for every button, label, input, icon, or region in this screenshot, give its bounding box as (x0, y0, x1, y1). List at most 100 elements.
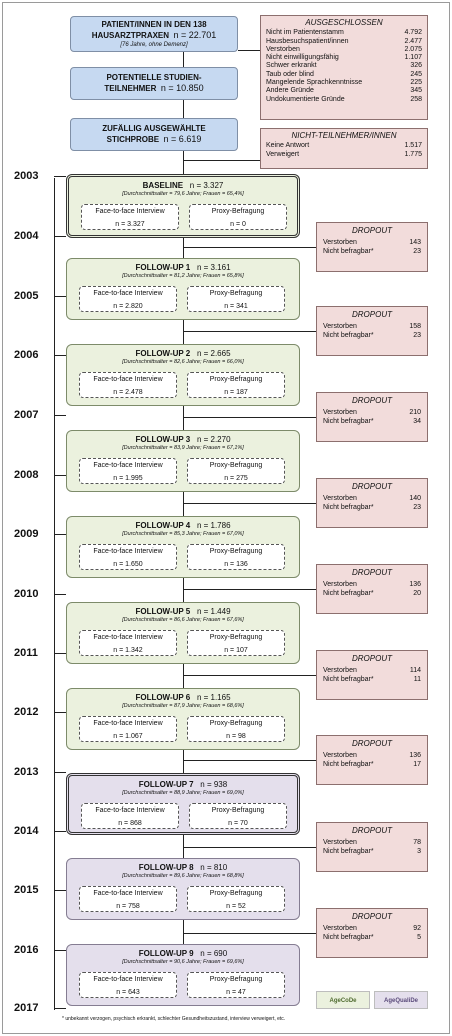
dropout-title: DROPOUT (352, 654, 392, 663)
patients-line2: HAUSARZTPRAXEN (91, 31, 170, 40)
face-label: Face-to-face Interview (93, 720, 163, 727)
dropout-connector (184, 847, 316, 848)
wave-title: FOLLOW-UP 7 n = 938 (69, 780, 297, 789)
year-label: 2003 (14, 170, 39, 182)
deceased-label: Verstorben (323, 667, 357, 674)
face-label: Face-to-face Interview (93, 634, 163, 641)
face-n: n = 3.327 (115, 221, 145, 228)
row-value: 245 (410, 70, 422, 78)
wave-box: FOLLOW-UP 7 n = 938 [Durchschnittsalter =… (66, 773, 300, 835)
year-tick (54, 176, 66, 177)
not-interviewable-value: 23 (413, 248, 421, 255)
not-interviewable-row: Nicht befragbar* 11 (323, 675, 421, 684)
deceased-row: Verstorben 210 (323, 408, 421, 417)
wave-box: FOLLOW-UP 2 n = 2.665 [Durchschnittsalter… (66, 344, 300, 406)
dropout-box: DROPOUT Verstorben 136 Nicht befragbar* 17 (316, 735, 428, 785)
wave-name: FOLLOW-UP 2 (135, 349, 191, 358)
patients-n: n = 22.701 (173, 30, 217, 40)
proxy-n: n = 0 (230, 221, 246, 228)
not-interviewable-row: Nicht befragbar* 3 (323, 847, 421, 856)
year-tick (54, 236, 66, 237)
potential-n: n = 10.850 (160, 83, 204, 93)
proxy-box: Proxy-Befragung n = 275 (187, 458, 285, 484)
face-label: Face-to-face Interview (93, 976, 163, 983)
face-to-face-box: Face-to-face Interview n = 1.342 (79, 630, 177, 656)
proxy-label: Proxy-Befragung (209, 634, 263, 641)
row-label: Andere Gründe (266, 87, 314, 95)
random-sample-box: ZUFÄLLIG AUSGEWÄHLTE STICHPROBE n = 6.61… (70, 118, 238, 151)
deceased-value: 92 (413, 925, 421, 932)
list-item: Verweigert 1.775 (266, 151, 422, 159)
face-to-face-box: Face-to-face Interview n = 1.650 (79, 544, 177, 570)
face-n: n = 2.478 (113, 389, 143, 396)
row-value: 258 (410, 95, 422, 103)
proxy-label: Proxy-Befragung (209, 548, 263, 555)
deceased-row: Verstorben 136 (323, 751, 421, 760)
face-label: Face-to-face Interview (93, 290, 163, 297)
list-item: Nicht einwilligungsfähig 1.107 (266, 54, 422, 62)
face-label: Face-to-face Interview (95, 807, 165, 814)
dropout-box: DROPOUT Verstorben 210 Nicht befragbar* 34 (316, 392, 428, 442)
wave-subtitle: [Durchschnittsalter = 81,2 Jahre; Frauen… (122, 273, 244, 279)
year-tick (54, 355, 66, 356)
row-value: 2.477 (404, 37, 422, 45)
face-to-face-box: Face-to-face Interview n = 2.820 (79, 286, 177, 312)
proxy-n: n = 70 (228, 820, 248, 827)
wave-n: n = 938 (200, 780, 228, 789)
year-tick (54, 890, 66, 891)
face-to-face-box: Face-to-face Interview n = 3.327 (81, 204, 179, 230)
proxy-box: Proxy-Befragung n = 187 (187, 372, 285, 398)
dropout-box: DROPOUT Verstorben 92 Nicht befragbar* 5 (316, 908, 428, 958)
deceased-row: Verstorben 140 (323, 494, 421, 503)
face-n: n = 1.995 (113, 475, 143, 482)
deceased-value: 136 (409, 752, 421, 759)
row-label: Nicht im Patientenstamm (266, 29, 344, 37)
wave-n: n = 3.327 (189, 181, 224, 190)
proxy-box: Proxy-Befragung n = 47 (187, 972, 285, 998)
dropout-connector (184, 417, 316, 418)
face-n: n = 868 (118, 820, 142, 827)
wave-name: FOLLOW-UP 4 (135, 521, 191, 530)
proxy-label: Proxy-Befragung (209, 376, 263, 383)
face-to-face-box: Face-to-face Interview n = 2.478 (79, 372, 177, 398)
face-to-face-box: Face-to-face Interview n = 1.995 (79, 458, 177, 484)
row-value: 2.075 (404, 45, 422, 53)
dropout-title: DROPOUT (352, 482, 392, 491)
deceased-value: 136 (409, 581, 421, 588)
proxy-box: Proxy-Befragung n = 52 (187, 886, 285, 912)
agequalide-logo: AgeQualiDe (374, 991, 428, 1009)
wave-name: BASELINE (142, 181, 184, 190)
year-label: 2009 (14, 528, 39, 540)
list-item: Taub oder blind 245 (266, 71, 422, 79)
dropout-connector (184, 503, 316, 504)
year-tick (54, 1008, 66, 1009)
face-to-face-box: Face-to-face Interview n = 643 (79, 972, 177, 998)
face-label: Face-to-face Interview (93, 890, 163, 897)
wave-subtitle: [Durchschnittsalter = 88,9 Jahre; Frauen… (122, 790, 244, 796)
deceased-row: Verstorben 78 (323, 838, 421, 847)
wave-title: FOLLOW-UP 9 n = 690 (67, 949, 299, 958)
proxy-label: Proxy-Befragung (209, 976, 263, 983)
proxy-box: Proxy-Befragung n = 98 (187, 716, 285, 742)
wave-title: BASELINE n = 3.327 (69, 181, 297, 190)
not-interviewable-row: Nicht befragbar* 5 (323, 933, 421, 942)
deceased-row: Verstorben 143 (323, 238, 421, 247)
potential-participants-box: POTENTIELLE STUDIEN- TEILNEHMER n = 10.8… (70, 67, 238, 100)
face-label: Face-to-face Interview (95, 208, 165, 215)
not-interviewable-value: 23 (413, 504, 421, 511)
list-item: Verstorben 2.075 (266, 46, 422, 54)
wave-subtitle: [Durchschnittsalter = 87,9 Jahre; Frauen… (122, 703, 244, 709)
not-interviewable-value: 17 (413, 761, 421, 768)
dropout-box: DROPOUT Verstorben 114 Nicht befragbar* 11 (316, 650, 428, 700)
dropout-title: DROPOUT (352, 226, 392, 235)
wave-title: FOLLOW-UP 1 n = 3.161 (67, 263, 299, 272)
excluded-connector (238, 50, 260, 51)
deceased-row: Verstorben 136 (323, 580, 421, 589)
dropout-box: DROPOUT Verstorben 143 Nicht befragbar* 23 (316, 222, 428, 272)
year-label: 2016 (14, 944, 39, 956)
year-tick (54, 415, 66, 416)
not-interviewable-label: Nicht befragbar* (323, 332, 374, 339)
not-interviewable-row: Nicht befragbar* 20 (323, 589, 421, 598)
proxy-n: n = 98 (226, 733, 246, 740)
wave-title: FOLLOW-UP 5 n = 1.449 (67, 607, 299, 616)
